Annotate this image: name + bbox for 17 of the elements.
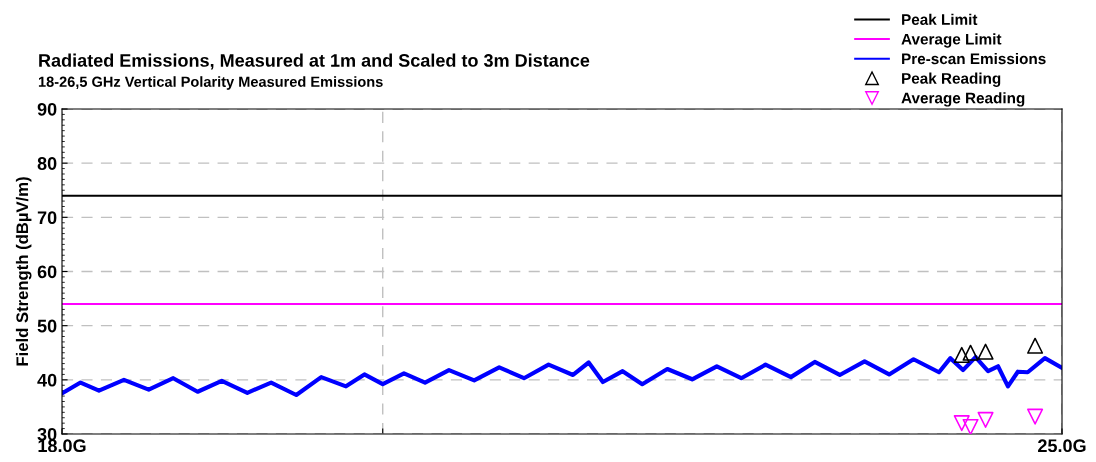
y-axis-title: Field Strength (dBµV/m) [15, 177, 32, 366]
y-tick-label: 50 [37, 319, 57, 333]
y-tick-label: 70 [37, 211, 57, 225]
legend-label: Pre-scan Emissions [902, 52, 1046, 65]
y-tick-label: 30 [37, 427, 57, 441]
legend-label: Peak Limit [902, 13, 978, 25]
y-tick-label: 80 [37, 157, 57, 170]
chart-title: Radiated Emissions, Measured at 1m and Scaled to 3m Distance [39, 53, 590, 70]
x-tick-label: 18.0G [38, 439, 86, 453]
legend-label: Peak Reading [902, 72, 1001, 87]
legend-label: Average Reading [901, 92, 1025, 107]
y-tick-label: 40 [37, 373, 57, 387]
x-tick-label: 25.0G [1038, 439, 1086, 453]
legend-label: Average Limit [901, 33, 1002, 48]
y-tick-label: 60 [37, 265, 57, 279]
chart-subtitle: 18-26,5 GHz Vertical Polarity Measured Emissions [38, 76, 383, 90]
y-tick-label: 90 [37, 102, 57, 116]
